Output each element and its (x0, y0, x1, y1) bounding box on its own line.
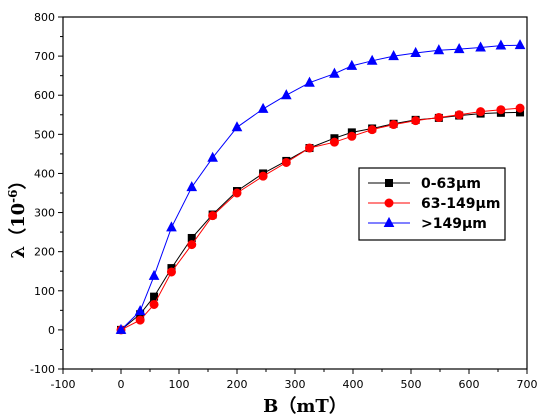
y-tick-label: 600 (34, 89, 55, 102)
data-point (475, 41, 486, 52)
x-tick-label: 500 (401, 378, 422, 391)
x-tick-label: 100 (169, 378, 190, 391)
x-tick-label: -100 (51, 378, 76, 391)
y-tick-label: -100 (30, 363, 55, 376)
data-point (115, 323, 127, 334)
data-point (148, 269, 160, 280)
legend-marker (385, 179, 393, 187)
data-point (366, 54, 378, 65)
legend-marker (383, 216, 395, 227)
data-point (389, 120, 399, 130)
y-axis-title: λ（10-6） (6, 171, 29, 258)
y-tick-label: 800 (34, 11, 55, 24)
data-point (476, 107, 486, 117)
data-point (388, 50, 399, 61)
legend-marker (384, 198, 394, 208)
legend-label: >149μm (421, 216, 487, 232)
legend-label: 63-149μm (421, 196, 500, 212)
data-point (495, 39, 507, 50)
legend: 0-63μm 63-149μm >149μm (358, 167, 506, 241)
x-tick-label: 400 (343, 378, 364, 391)
svg-text:λ（10-6）: λ（10-6） (6, 171, 29, 258)
y-axis-title-exponent: -6 (6, 189, 20, 202)
data-point (149, 299, 159, 309)
series-line (120, 44, 521, 331)
data-point (434, 113, 444, 123)
data-point (329, 67, 340, 78)
data-point (207, 151, 218, 162)
y-tick-label: 200 (34, 246, 55, 259)
data-point (329, 137, 339, 147)
x-tick-label: 700 (517, 378, 538, 391)
data-point (166, 267, 176, 277)
legend-label: 0-63μm (421, 176, 481, 192)
y-axis-title-main: λ（10 (8, 203, 29, 259)
y-axis-title-close: ） (8, 171, 29, 189)
data-point (166, 221, 177, 232)
data-point (347, 131, 357, 141)
data-point (231, 121, 243, 132)
x-tick-label: 300 (285, 378, 306, 391)
data-point (186, 181, 198, 192)
y-tick-label: 0 (48, 324, 55, 337)
data-point (208, 211, 218, 221)
data-point (280, 89, 292, 100)
x-axis-title: B（mT） (263, 396, 347, 417)
y-tick-label: 700 (34, 50, 55, 63)
x-tick-label: 600 (459, 378, 480, 391)
legend-box (358, 167, 506, 241)
data-point (411, 116, 421, 126)
data-point (515, 103, 525, 113)
data-point (187, 240, 197, 250)
data-point (134, 305, 146, 316)
y-tick-label: 500 (34, 128, 55, 141)
data-point (410, 46, 421, 57)
data-point (135, 315, 145, 325)
data-point (258, 171, 268, 181)
y-tick-label: 100 (34, 285, 55, 298)
data-point (232, 188, 242, 198)
x-tick-label: 200 (227, 378, 248, 391)
data-point (305, 143, 314, 153)
y-tick-label: 300 (34, 207, 55, 220)
x-tick-label: 0 (118, 378, 125, 391)
series-circle (116, 103, 525, 335)
data-point (496, 105, 506, 115)
series-triangle (115, 39, 526, 334)
data-point (514, 39, 526, 50)
data-point (454, 110, 464, 120)
data-point (257, 102, 269, 113)
y-tick-label: 400 (34, 167, 55, 180)
data-point (281, 157, 291, 167)
data-point (304, 76, 315, 87)
data-point (367, 125, 377, 135)
data-point (346, 59, 358, 70)
data-point (453, 43, 465, 54)
data-point (433, 44, 445, 55)
